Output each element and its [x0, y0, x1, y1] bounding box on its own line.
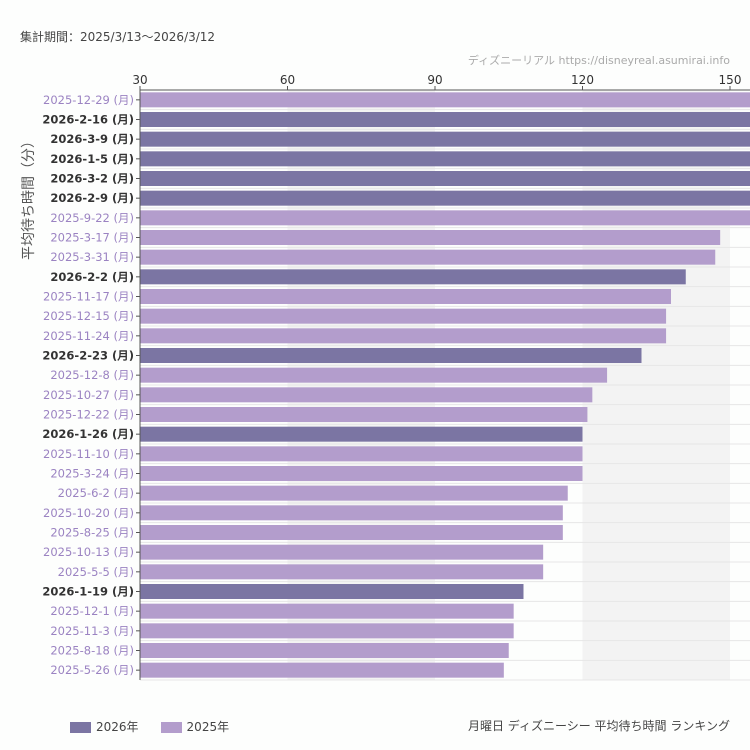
y-tick-label: 2025-12-29 (月)	[43, 93, 134, 107]
y-tick-label: 2026-2-2 (月)	[50, 270, 134, 284]
y-tick-label: 2025-10-20 (月)	[43, 506, 134, 520]
y-tick-label: 2026-2-16 (月)	[42, 113, 134, 127]
bar	[140, 269, 686, 285]
bar	[140, 525, 563, 540]
legend-item-2026[interactable]: 2026年	[70, 718, 139, 735]
bar	[140, 308, 667, 324]
y-tick-label: 2025-12-8 (月)	[50, 368, 134, 382]
bar	[140, 190, 750, 206]
bar	[140, 505, 563, 521]
y-tick-label: 2025-11-17 (月)	[43, 290, 134, 304]
y-tick-label: 2025-5-5 (月)	[58, 565, 134, 579]
y-tick-label: 2025-8-18 (月)	[50, 644, 134, 658]
y-tick-label: 2026-1-5 (月)	[50, 152, 134, 166]
y-tick-label: 2025-3-17 (月)	[50, 231, 134, 245]
bar	[140, 131, 750, 147]
y-tick-label: 2025-12-22 (月)	[43, 408, 134, 422]
legend-swatch	[160, 722, 182, 733]
bar	[140, 662, 504, 678]
bar	[140, 584, 524, 599]
chart-title: 月曜日 ディズニーシー 平均待ち時間 ランキング	[467, 719, 730, 733]
bar	[140, 112, 750, 127]
y-tick-label: 2025-8-25 (月)	[50, 526, 134, 540]
bar	[140, 564, 544, 580]
x-tick-label: 150	[719, 73, 742, 87]
bar	[140, 426, 583, 442]
y-tick-label: 2025-10-13 (月)	[43, 545, 134, 559]
y-tick-label: 2025-6-2 (月)	[58, 486, 134, 500]
y-tick-label: 2025-12-1 (月)	[50, 604, 134, 618]
y-tick-label: 2026-1-19 (月)	[42, 585, 134, 599]
bar	[140, 92, 750, 108]
legend: 2026年 2025年	[70, 718, 229, 735]
period-label: 集計期間：2025/3/13〜2026/3/12	[20, 30, 216, 44]
x-tick-label: 90	[427, 73, 442, 87]
bar	[140, 348, 642, 363]
y-tick-label: 2025-11-10 (月)	[43, 447, 134, 461]
y-tick-label: 2025-9-22 (月)	[50, 211, 134, 225]
y-axis-label: 平均待ち時間（分）	[21, 134, 37, 260]
bar	[140, 171, 750, 186]
y-tick-label: 2025-12-15 (月)	[43, 309, 134, 323]
bar	[140, 643, 509, 658]
x-tick-label: 60	[280, 73, 295, 87]
bar	[140, 328, 667, 344]
bar	[140, 623, 514, 639]
x-tick-label: 120	[571, 73, 594, 87]
bar	[140, 387, 593, 403]
bar	[140, 485, 568, 501]
y-tick-label: 2026-2-9 (月)	[50, 191, 134, 205]
y-tick-label: 2026-3-2 (月)	[50, 172, 134, 186]
bar	[140, 407, 588, 422]
y-tick-label: 2025-3-31 (月)	[50, 250, 134, 264]
y-tick-label: 2026-2-23 (月)	[42, 349, 134, 363]
legend-swatch	[70, 722, 91, 733]
y-tick-label: 2025-11-24 (月)	[43, 329, 134, 343]
bar	[140, 603, 514, 619]
bar	[140, 367, 608, 383]
credit-text: ディズニーリアル https://disneyreal.asumirai.inf…	[467, 54, 730, 67]
y-tick-label: 2025-3-24 (月)	[50, 467, 134, 481]
y-tick-label: 2025-11-3 (月)	[50, 624, 134, 638]
bar	[140, 210, 750, 226]
bar	[140, 544, 544, 560]
y-tick-label: 2025-10-27 (月)	[43, 388, 134, 402]
bar	[140, 466, 583, 481]
bar	[140, 151, 750, 167]
x-tick-label: 30	[132, 73, 147, 87]
y-tick-label: 2025-5-26 (月)	[50, 663, 134, 677]
bar	[140, 289, 671, 304]
bar	[140, 446, 583, 462]
legend-item-2025[interactable]: 2025年	[160, 718, 230, 735]
y-tick-label: 2026-1-26 (月)	[42, 427, 134, 441]
y-tick-label: 2026-3-9 (月)	[50, 132, 134, 146]
bar	[140, 230, 721, 245]
bar	[140, 249, 716, 265]
legend-label: 2025年	[186, 720, 230, 734]
legend-label: 2026年	[96, 720, 139, 734]
